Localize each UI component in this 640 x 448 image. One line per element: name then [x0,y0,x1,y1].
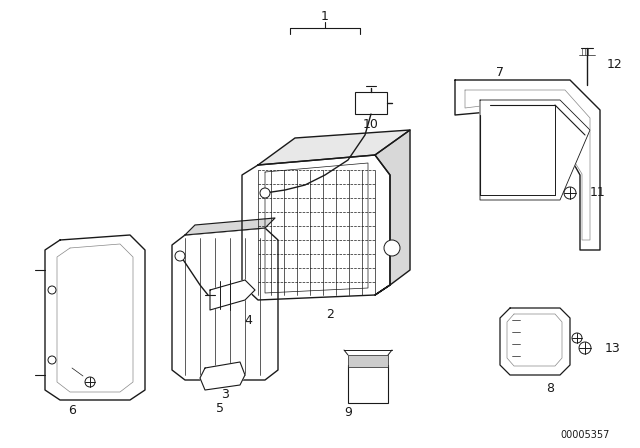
Circle shape [564,187,576,199]
Polygon shape [500,308,570,375]
Bar [348,365,388,403]
Text: 5: 5 [216,401,224,414]
Circle shape [579,342,591,354]
Circle shape [572,333,582,343]
Text: 9: 9 [344,406,352,419]
Text: 11: 11 [590,186,605,199]
Bar [348,355,388,367]
Polygon shape [375,130,410,295]
Text: 13: 13 [605,341,621,354]
Polygon shape [45,235,145,400]
Circle shape [384,240,400,256]
Text: 00005357: 00005357 [560,430,609,440]
Text: 1: 1 [321,10,329,23]
Polygon shape [172,228,278,380]
Text: 7: 7 [496,65,504,78]
Text: 4: 4 [244,314,252,327]
Circle shape [175,251,185,261]
Circle shape [85,377,95,387]
Bar [355,92,387,114]
Text: 8: 8 [546,382,554,395]
Polygon shape [455,80,600,250]
Text: 12: 12 [607,59,623,72]
Text: 10: 10 [363,117,379,130]
Polygon shape [480,100,590,200]
Circle shape [260,188,270,198]
Text: 6: 6 [68,404,76,417]
Circle shape [48,356,56,364]
Polygon shape [210,280,255,310]
Polygon shape [465,90,590,240]
Polygon shape [258,130,410,165]
Text: 3: 3 [221,388,229,401]
Polygon shape [185,218,275,235]
Polygon shape [242,155,390,300]
Polygon shape [200,362,245,390]
Circle shape [48,286,56,294]
Text: 2: 2 [326,309,334,322]
